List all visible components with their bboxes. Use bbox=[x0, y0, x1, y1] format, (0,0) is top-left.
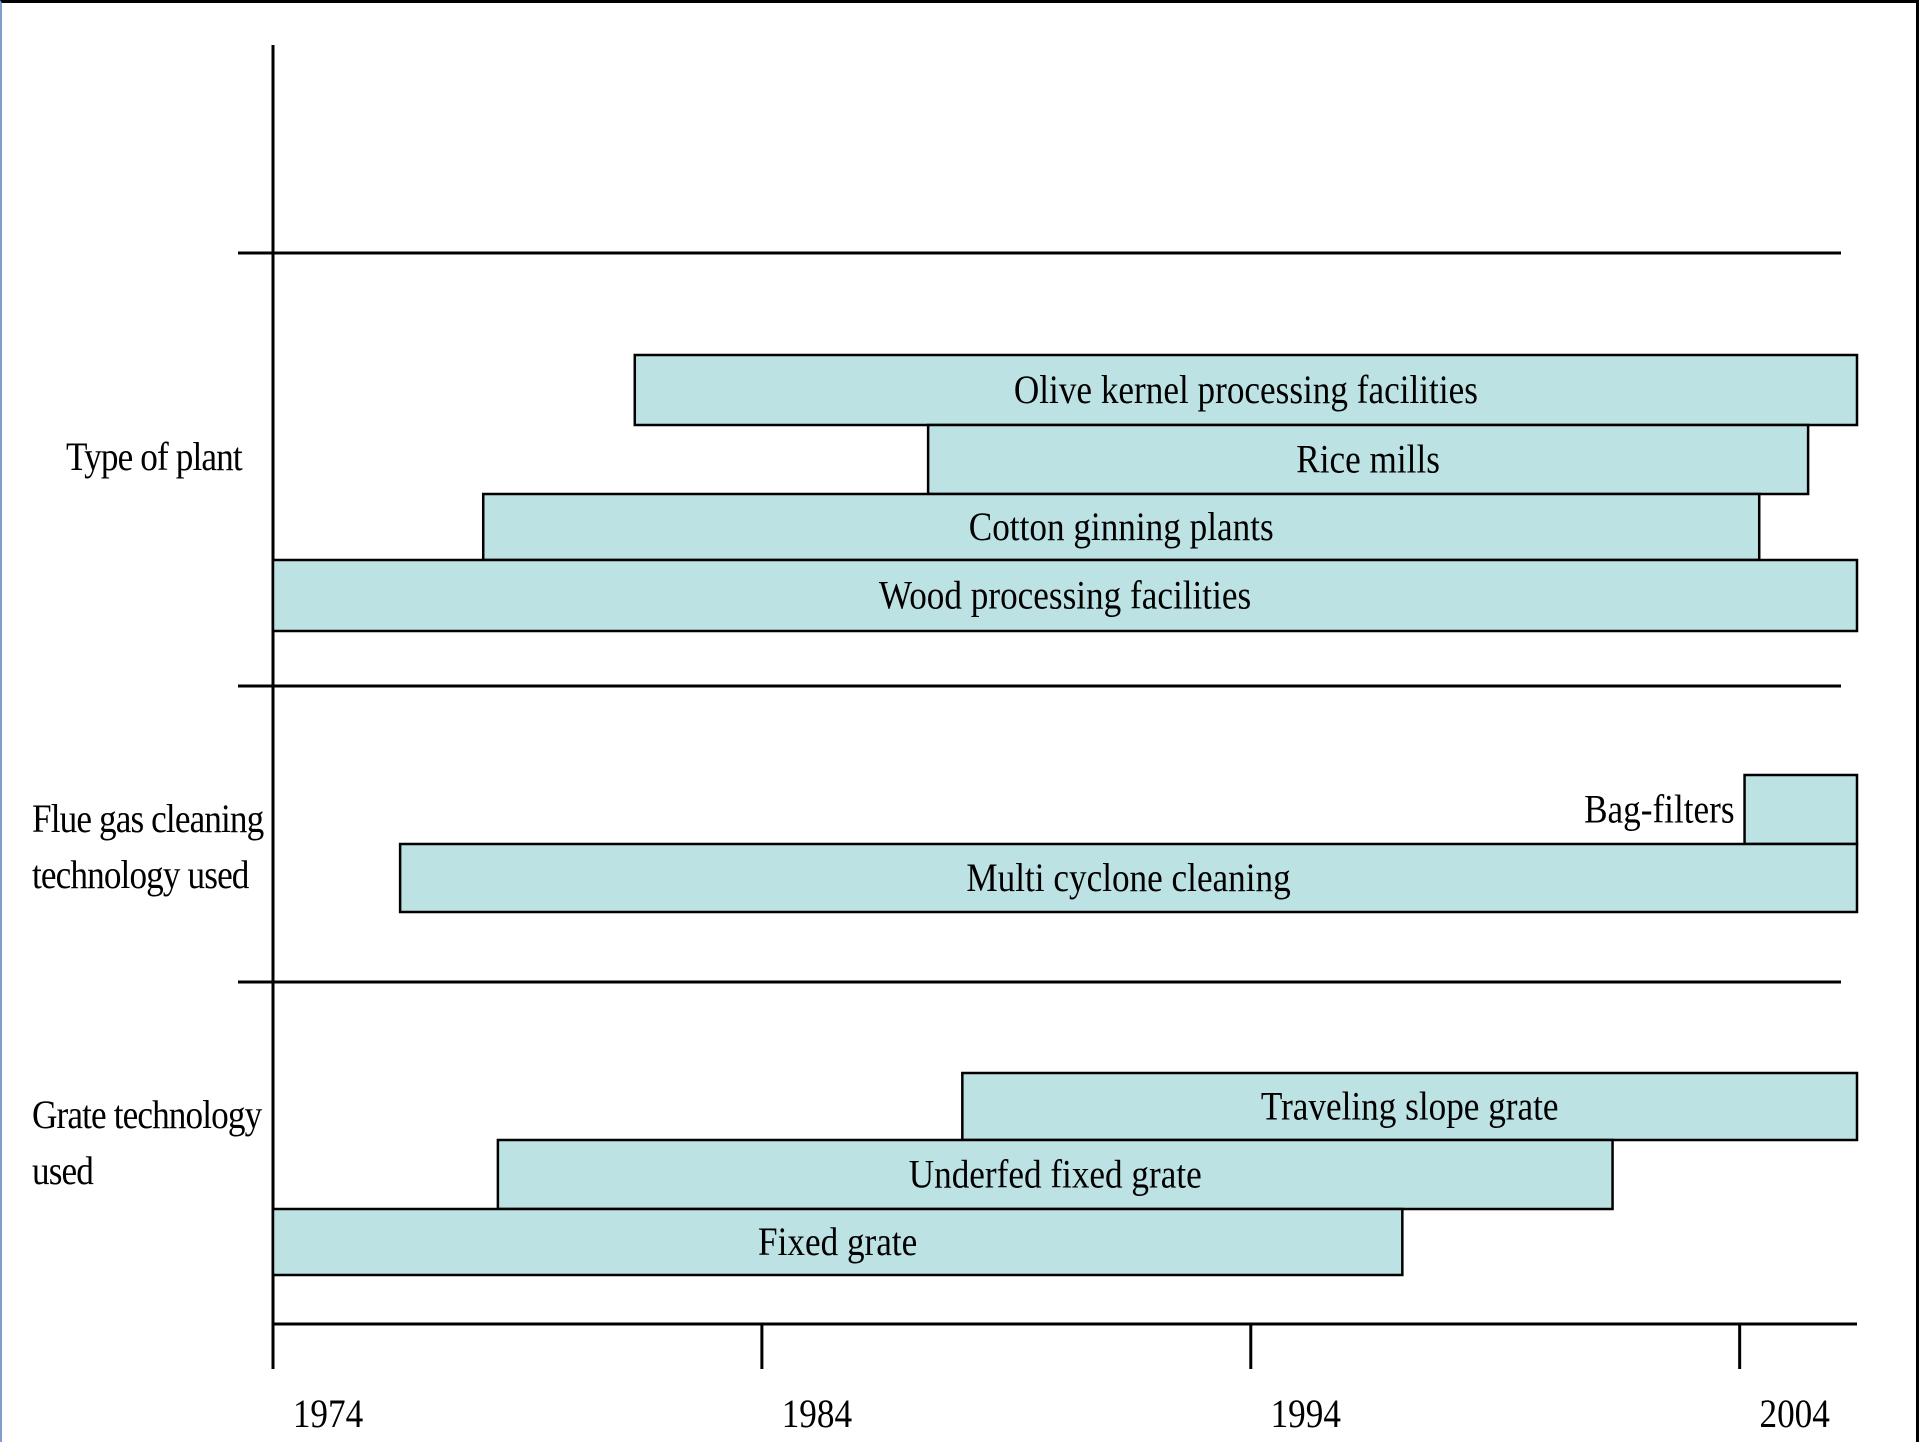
bar-fixed-grate bbox=[271, 1207, 1404, 1277]
group-label-grate-technology: Grate technology used bbox=[32, 1092, 262, 1193]
bar-underfed-fixed-grate bbox=[496, 1138, 1614, 1211]
bar-wood-processing-facilities bbox=[271, 558, 1859, 633]
bar-cotton-ginning-plants bbox=[481, 492, 1761, 562]
x-tick-label-1994: 1994 bbox=[1271, 1392, 1342, 1437]
bar-olive-kernel-processing-facilities bbox=[633, 353, 1859, 427]
bar-label-multi-cyclone-cleaning: Multi cyclone cleaning bbox=[966, 856, 1291, 901]
bar-multi-cyclone-cleaning bbox=[398, 842, 1859, 914]
bar-bag-filters bbox=[1743, 773, 1859, 846]
bar-label-cotton-ginning-plants: Cotton ginning plants bbox=[969, 505, 1274, 550]
x-tick-label-1974: 1974 bbox=[293, 1392, 364, 1437]
bar-label-rice-mills: Rice mills bbox=[1296, 437, 1440, 482]
bar-label-wood-processing-facilities: Wood processing facilities bbox=[879, 573, 1251, 618]
bar-label-traveling-slope-grate: Traveling slope grate bbox=[1261, 1084, 1559, 1129]
bar-traveling-slope-grate bbox=[961, 1071, 1859, 1142]
timeline-chart: Olive kernel processing facilities Rice m… bbox=[238, 45, 1859, 1437]
x-tick-label-2004: 2004 bbox=[1759, 1392, 1830, 1437]
bar-label-bag-filters: Bag-filters bbox=[1584, 787, 1734, 832]
group-label-type-of-plant: Type of plant bbox=[66, 434, 243, 479]
bar-label-underfed-fixed-grate: Underfed fixed grate bbox=[909, 1152, 1202, 1197]
bar-label-olive-kernel-processing-facilities: Olive kernel processing facilities bbox=[1014, 368, 1478, 413]
bar-label-fixed-grate: Fixed grate bbox=[758, 1220, 917, 1265]
x-tick-label-1984: 1984 bbox=[782, 1392, 853, 1437]
group-label-flue-gas-cleaning: Flue gas cleaning technology used bbox=[32, 796, 264, 897]
